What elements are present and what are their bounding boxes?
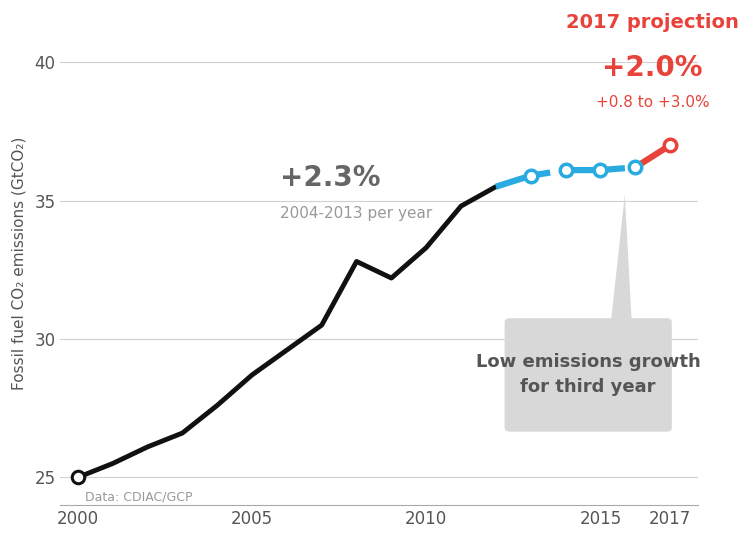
FancyBboxPatch shape xyxy=(504,318,672,432)
Polygon shape xyxy=(611,195,632,322)
Text: 2017 projection: 2017 projection xyxy=(566,13,739,32)
Text: +2.0%: +2.0% xyxy=(602,54,703,82)
Text: +0.8 to +3.0%: +0.8 to +3.0% xyxy=(596,95,710,110)
Text: Data: CDIAC/GCP: Data: CDIAC/GCP xyxy=(84,490,192,503)
Text: Low emissions growth
for third year: Low emissions growth for third year xyxy=(476,354,700,396)
Text: +2.3%: +2.3% xyxy=(280,164,381,192)
Text: 2004-2013 per year: 2004-2013 per year xyxy=(280,206,432,221)
Y-axis label: Fossil fuel CO₂ emissions (GtCO₂): Fossil fuel CO₂ emissions (GtCO₂) xyxy=(11,136,26,390)
